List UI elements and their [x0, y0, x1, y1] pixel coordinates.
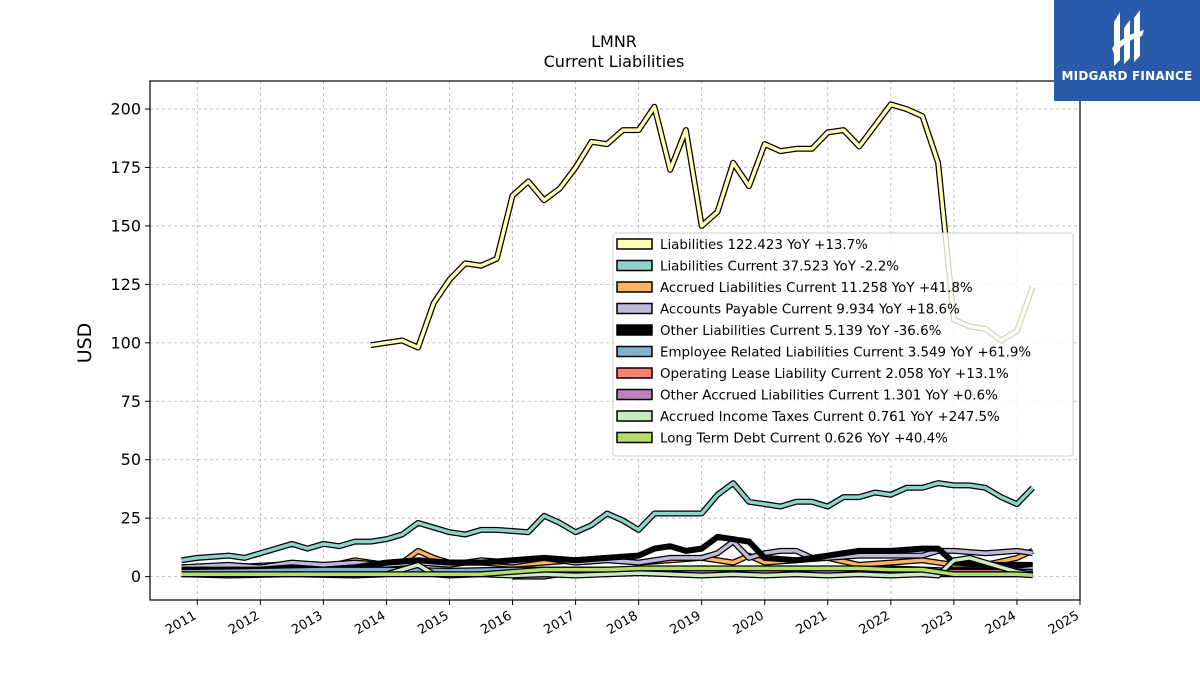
brand-mark-icon: [1112, 10, 1144, 66]
x-tick-label: 2021: [794, 608, 830, 638]
x-tick-label: 2023: [920, 608, 956, 638]
legend-swatch: [616, 302, 653, 315]
legend-swatch: [616, 281, 653, 293]
y-tick-label: 125: [110, 275, 141, 294]
x-tick-label: 2012: [226, 608, 262, 638]
series-9: [181, 565, 1033, 579]
legend: Liabilities 122.423 YoY +13.7% Liabilitie…: [612, 232, 1074, 457]
series-line: [181, 566, 1033, 577]
brand-name: MIDGARD FINANCE: [1061, 69, 1193, 83]
plot-frame: [149, 80, 1081, 601]
x-tick-label: 2019: [668, 608, 704, 638]
legend-entry: Accrued Income Taxes Current 0.761 YoY +…: [660, 410, 1000, 425]
legend-swatch: [616, 367, 653, 379]
y-tick-label: 175: [110, 158, 141, 177]
legend-box: [612, 232, 1074, 457]
x-tick-label: 2018: [604, 608, 640, 638]
x-tick-label: 2024: [983, 608, 1019, 638]
x-tick-label: 2025: [1046, 608, 1082, 638]
legend-swatch: [616, 345, 653, 358]
y-tick-label: 75: [121, 392, 141, 411]
y-tick-label: 150: [110, 216, 141, 235]
legend-swatch: [616, 388, 653, 401]
x-tick-label: 2020: [731, 608, 767, 638]
y-axis-label: USD: [74, 323, 96, 364]
legend-swatch: [616, 431, 653, 444]
x-tick-label: 2011: [163, 608, 199, 638]
legend-entry: Other Liabilities Current 5.139 YoY -36.…: [660, 324, 941, 339]
y-tick-label: 100: [110, 333, 141, 352]
y-tick-label: 25: [121, 509, 141, 528]
legend-swatch: [616, 324, 653, 336]
legend-entry: Accounts Payable Current 9.934 YoY +18.6…: [660, 303, 960, 318]
x-tick-label: 2022: [857, 608, 893, 638]
chart-title: LMNR: [591, 32, 637, 51]
x-tick-label: 2014: [352, 608, 388, 638]
legend-swatch: [616, 238, 653, 250]
series-0: [370, 101, 1036, 351]
legend-entry: Liabilities 122.423 YoY +13.7%: [660, 238, 868, 253]
series-line: [181, 535, 1033, 572]
legend-entry: Employee Related Liabilities Current 3.5…: [660, 346, 1031, 361]
series-line: [181, 481, 1034, 563]
y-tick-label: 0: [131, 567, 141, 586]
series-1: [181, 480, 1035, 564]
legend-swatch: [616, 410, 653, 422]
legend-entry: Liabilities Current 37.523 YoY -2.2%: [660, 260, 899, 275]
x-tick-label: 2013: [289, 608, 325, 638]
y-tick-label: 200: [110, 100, 141, 119]
x-tick-label: 2016: [478, 608, 514, 638]
y-tick-label: 50: [121, 450, 141, 469]
chart-subtitle: Current Liabilities: [544, 52, 685, 71]
x-tick-label: 2017: [541, 608, 577, 638]
series-layer: [181, 101, 1036, 580]
brand-logo: MIDGARD FINANCE: [1054, 0, 1200, 101]
series-line: [370, 102, 1035, 350]
legend-entry: Operating Lease Liability Current 2.058 …: [660, 367, 1009, 382]
legend-entry: Other Accrued Liabilities Current 1.301 …: [660, 389, 998, 404]
legend-entry: Long Term Debt Current 0.626 YoY +40.4%: [660, 432, 948, 447]
x-tick-label: 2015: [415, 608, 451, 638]
legend-entry: Accrued Liabilities Current 11.258 YoY +…: [660, 281, 973, 296]
legend-swatch: [616, 259, 653, 272]
series-4: [181, 533, 1033, 573]
